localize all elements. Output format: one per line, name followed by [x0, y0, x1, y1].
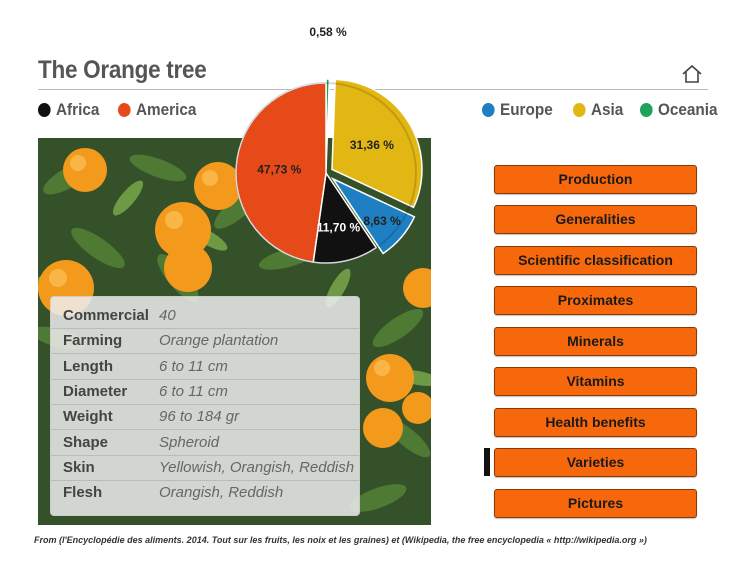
menu-button-proximates[interactable]: Proximates: [494, 286, 697, 315]
pie-label-asia: 31,36 %: [350, 138, 394, 152]
legend-label: America: [136, 100, 197, 119]
legend-item-oceania: Oceania: [640, 100, 718, 120]
info-row-weight: Weight 96 to 184 gr: [51, 404, 359, 430]
legend-dot: [38, 103, 51, 117]
pie-rim: [235, 82, 417, 264]
info-value: 6 to 11 cm: [159, 358, 228, 375]
info-key: Weight: [63, 408, 113, 425]
menu-button-minerals[interactable]: Minerals: [494, 327, 697, 356]
legend-dot: [572, 103, 586, 117]
legend-dot: [640, 103, 654, 117]
menu-button-health-benefits[interactable]: Health benefits: [494, 408, 697, 437]
legend-item-america: America: [118, 100, 197, 120]
legend-right: Europe Asia Oceania: [482, 100, 739, 120]
legend-left: Africa America: [38, 100, 217, 120]
selected-indicator: [484, 448, 490, 476]
info-row-diameter: Diameter 6 to 11 cm: [51, 379, 359, 405]
menu-button-production[interactable]: Production: [494, 165, 697, 194]
info-row-farming: Farming Orange plantation: [51, 328, 359, 354]
info-key: Farming: [63, 332, 123, 349]
pie-slice-asia: [331, 78, 423, 209]
fruit-info-table: Commercial 40 Farming Orange plantation …: [50, 296, 360, 516]
info-key: Flesh: [63, 484, 103, 501]
legend-item-europe: Europe: [482, 100, 553, 120]
legend-label: Oceania: [658, 100, 719, 119]
info-value: Yellowish, Orangish, Reddish: [159, 459, 355, 476]
info-key: Diameter: [63, 383, 128, 400]
info-row-length: Length 6 to 11 cm: [51, 354, 359, 380]
pie-slice-europe: [330, 177, 416, 255]
legend-label: Asia: [590, 100, 623, 119]
pie-slice-oceania: [325, 78, 331, 170]
info-key: Commercial: [63, 307, 149, 324]
menu-button-scientific-classification[interactable]: Scientific classification: [494, 246, 697, 275]
production-pie-chart: 0,58 % 31,36 % 8,63 %11,70 % 47,73 %: [235, 25, 423, 264]
pie-slice-africa: [312, 170, 378, 264]
legend-label: Africa: [56, 100, 100, 119]
info-key: Shape: [63, 434, 109, 451]
info-key: Skin: [63, 459, 95, 476]
info-row-commercial: Commercial 40: [51, 303, 359, 329]
info-value: 40: [159, 307, 176, 324]
pie-label-africa: 11,70 %: [317, 220, 361, 234]
info-value: Orange plantation: [159, 332, 279, 349]
info-row-skin: Skin Yellowish, Orangish, Reddish: [51, 455, 359, 481]
legend-label: Europe: [500, 100, 553, 119]
legend-item-africa: Africa: [38, 100, 99, 120]
info-row-shape: Shape Spheroid: [51, 430, 359, 456]
menu-button-pictures[interactable]: Pictures: [494, 489, 697, 518]
legend-dot: [482, 103, 495, 117]
info-key: Length: [63, 358, 113, 375]
pie-slice-america: [235, 82, 327, 263]
home-icon[interactable]: [681, 64, 703, 84]
legend-item-asia: Asia: [572, 100, 623, 120]
info-row-flesh: Flesh Orangish, Reddish: [51, 480, 359, 505]
info-value: 6 to 11 cm: [159, 383, 228, 400]
legend-dot: [118, 103, 131, 117]
menu-button-varieties[interactable]: Varieties: [494, 448, 697, 477]
menu-button-vitamins[interactable]: Vitamins: [494, 367, 697, 396]
menu-button-generalities[interactable]: Generalities: [494, 205, 697, 234]
pie-label-europe: 8,63 %: [363, 214, 401, 228]
page-title: The Orange tree: [38, 56, 207, 84]
pie-label-oceania: 0,58 %: [309, 25, 347, 39]
pie-label-america: 47,73 %: [257, 163, 301, 177]
info-value: Orangish, Reddish: [159, 484, 284, 501]
info-value: 96 to 184 gr: [159, 408, 240, 425]
source-footer: From (l'Encyclopédie des aliments. 2014.…: [34, 535, 647, 545]
info-value: Spheroid: [159, 434, 220, 451]
